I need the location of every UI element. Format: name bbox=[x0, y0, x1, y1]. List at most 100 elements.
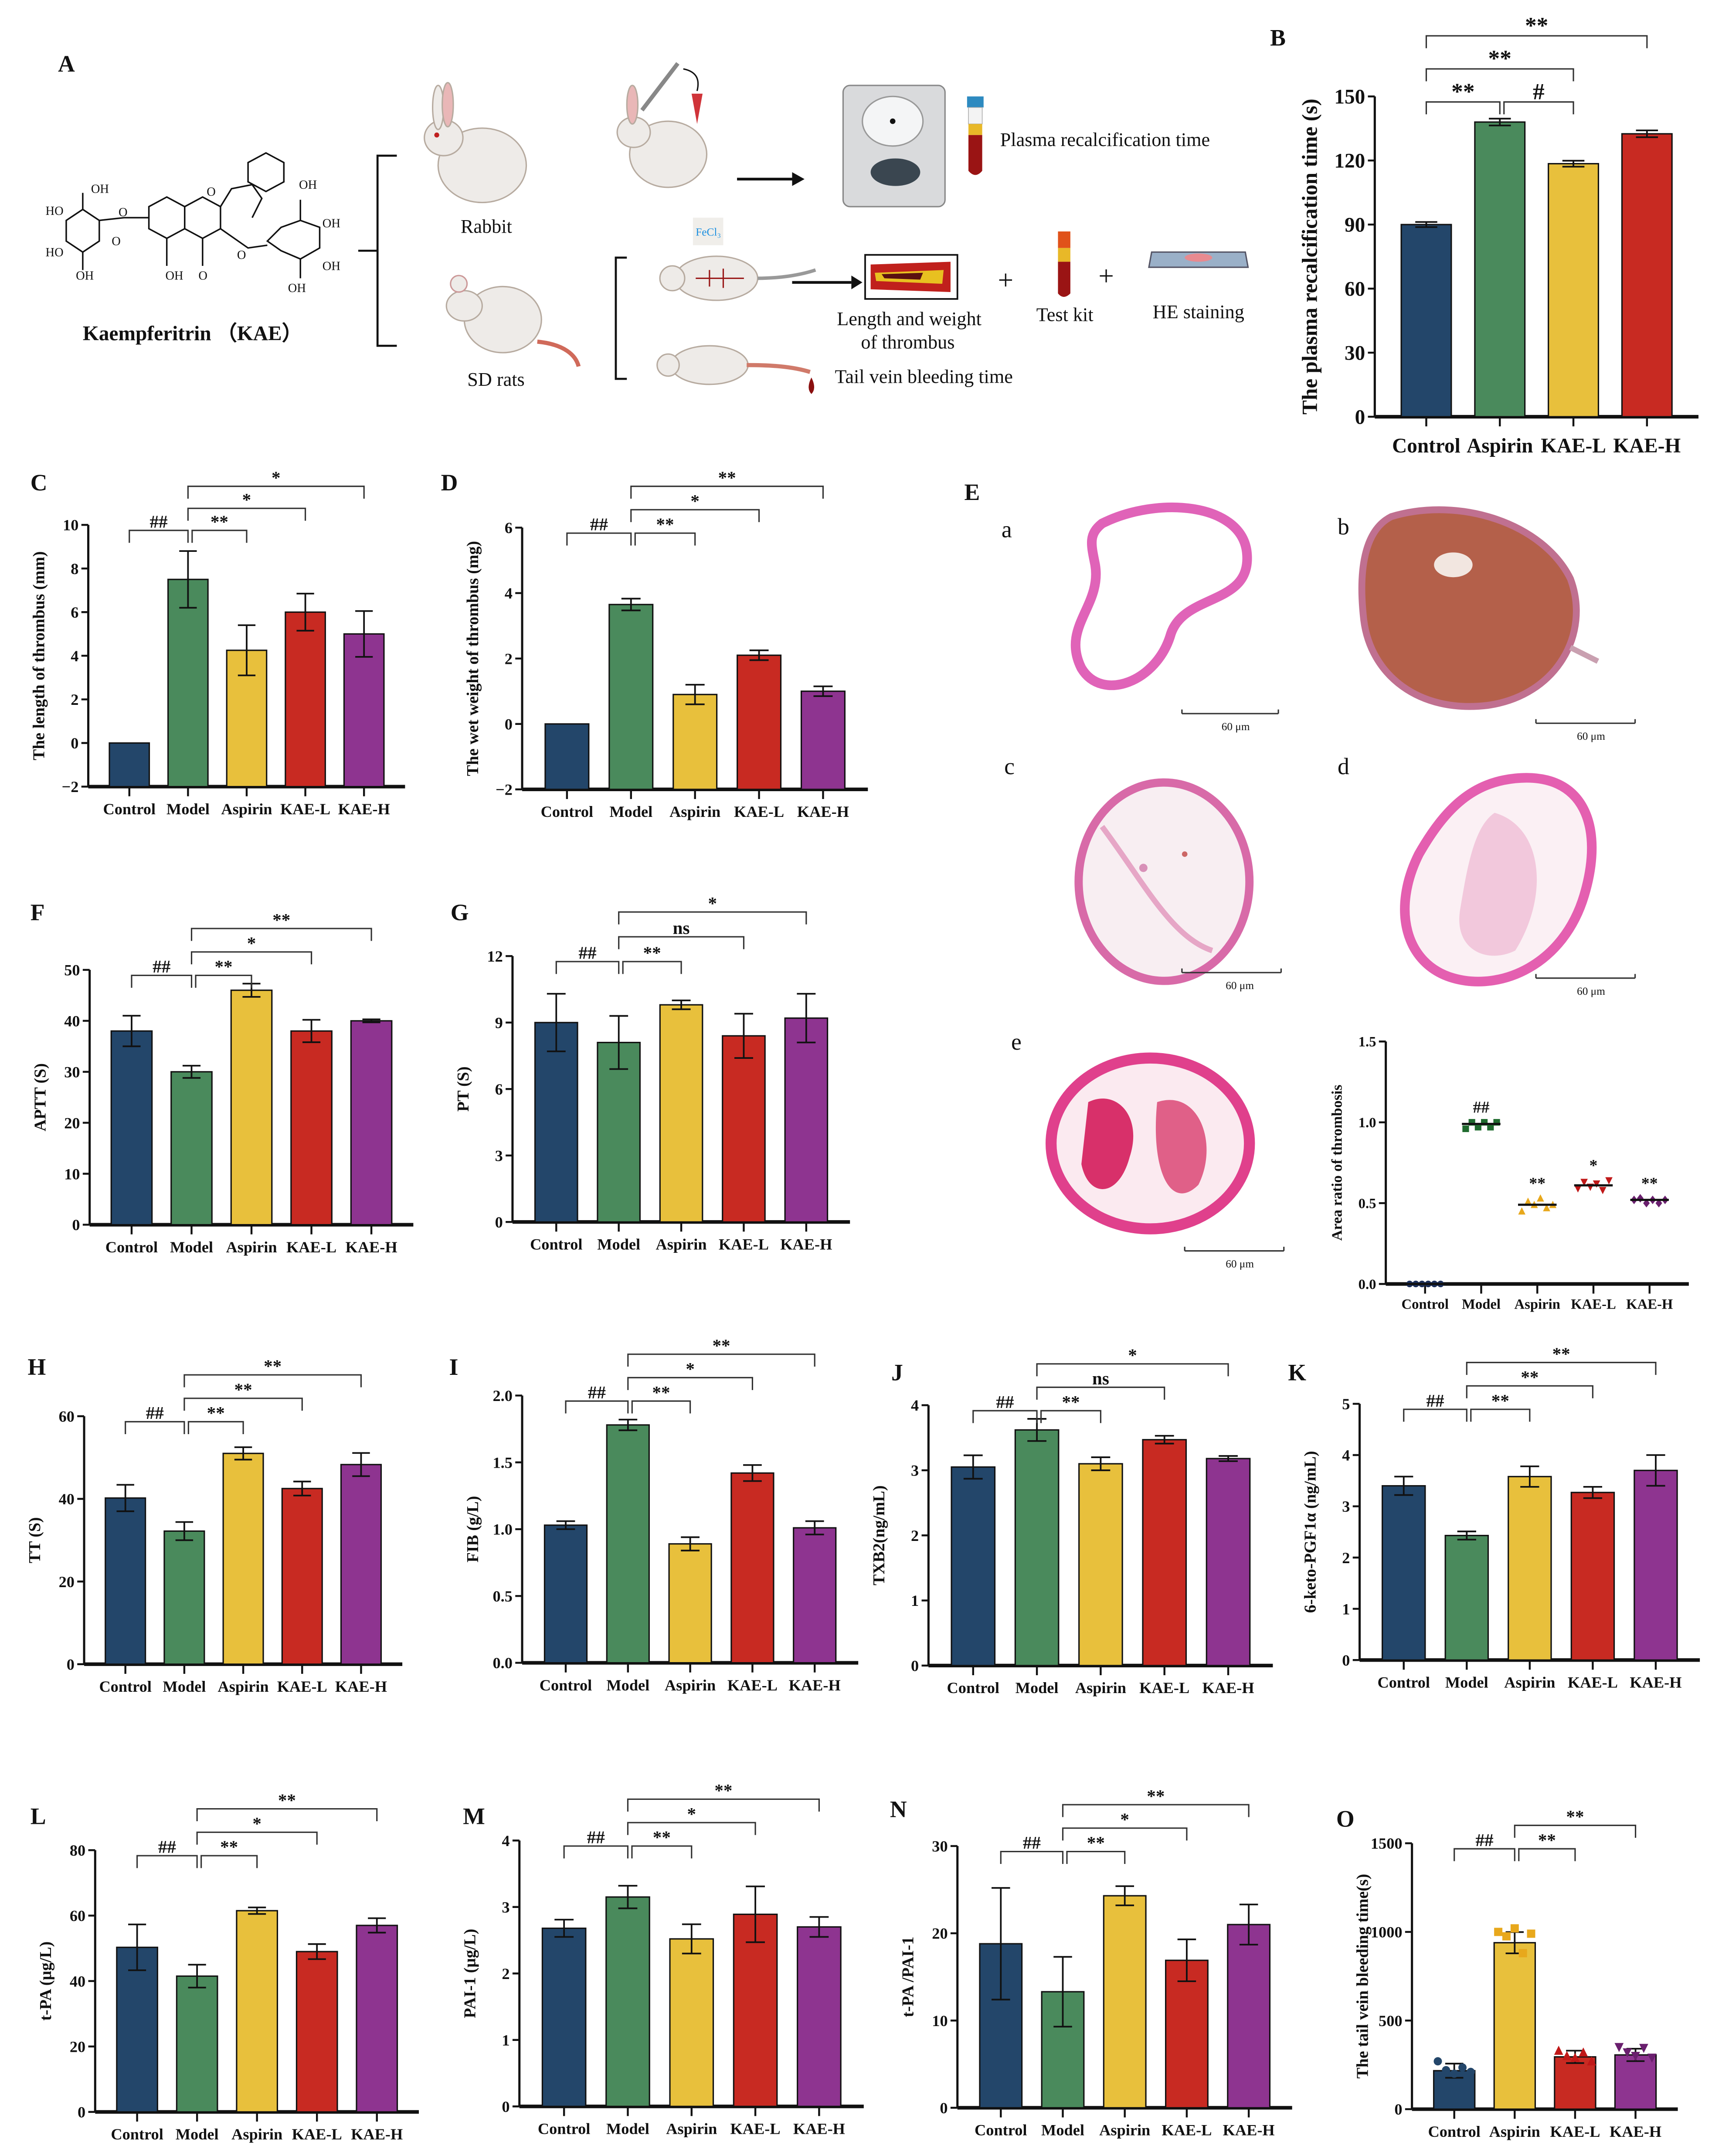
data-point-triangle-down bbox=[1593, 1180, 1600, 1188]
significance-label: ** bbox=[211, 511, 228, 531]
y-tick-label: 20 bbox=[932, 1925, 948, 1942]
significance-bracket bbox=[631, 1845, 693, 1859]
chart-panel-c: −2 0 2 4 6 8 10 The length of thrombus (mm) Cont… bbox=[30, 467, 405, 818]
x-tick-label: Control bbox=[540, 1677, 592, 1694]
x-tick-label: KAE-H bbox=[1626, 1296, 1673, 1312]
y-tick-label: 5 bbox=[1342, 1395, 1350, 1413]
y-axis-title: FIB (g/L) bbox=[464, 1496, 482, 1563]
significance-label: * bbox=[1128, 1345, 1137, 1365]
significance-label: * bbox=[1120, 1809, 1129, 1830]
x-tick-label: Control bbox=[99, 1678, 151, 1695]
error-bar bbox=[1091, 1456, 1111, 1471]
y-tick-label: 2 bbox=[505, 650, 513, 667]
data-point-circle bbox=[1442, 2066, 1450, 2074]
error-bar bbox=[1155, 1435, 1174, 1445]
bar-kae-l bbox=[733, 1913, 778, 2107]
scale-bar bbox=[1181, 709, 1279, 714]
x-tick-label: Model bbox=[597, 1235, 640, 1253]
x-tick-label: KAE-L bbox=[1568, 1673, 1618, 1691]
significance-label: ** bbox=[653, 1827, 671, 1847]
rat-icon bbox=[445, 275, 581, 367]
chart-panel-g: 0 3 6 9 12 PT (S) Control Model Aspirin KAE-L KAE-… bbox=[454, 893, 850, 1253]
significance-bracket bbox=[1403, 1408, 1467, 1422]
bar-kae-h bbox=[1227, 1924, 1271, 2108]
panel-label-l: L bbox=[31, 1803, 46, 1829]
significance-label: ** bbox=[712, 1335, 730, 1355]
panel-label-e: E bbox=[965, 479, 980, 505]
error-bar bbox=[609, 1015, 628, 1070]
x-tick-label: Control bbox=[103, 800, 156, 818]
error-bar bbox=[556, 1520, 575, 1530]
bar-model bbox=[176, 1975, 218, 2113]
histology-image-e bbox=[1045, 1052, 1255, 1234]
bar-kae-l bbox=[730, 1472, 774, 1664]
bar-kae-l bbox=[1554, 2056, 1596, 2110]
error-bar bbox=[547, 993, 566, 1052]
error-bar bbox=[1115, 1885, 1134, 1906]
x-tick-label: Model bbox=[1462, 1296, 1501, 1312]
atom-label: OH bbox=[288, 282, 306, 295]
chart-panel-h: 0 20 40 60 TT (S) Control Model Aspirin KAE-L KAE… bbox=[26, 1356, 403, 1695]
data-point-circle bbox=[1458, 2063, 1467, 2072]
significance-bracket bbox=[131, 974, 193, 988]
data-point-triangle-down bbox=[1605, 1177, 1613, 1185]
rat-bracket bbox=[615, 256, 627, 380]
y-tick-label: 0.5 bbox=[493, 1588, 513, 1605]
significance-bracket bbox=[634, 532, 696, 546]
atom-label: OH bbox=[166, 269, 183, 283]
x-tick-label: Model bbox=[1016, 1679, 1059, 1697]
plus-sign: + bbox=[998, 265, 1014, 296]
significance-label: ** bbox=[214, 956, 232, 976]
data-point-triangle bbox=[1543, 1204, 1550, 1211]
bar-kae-l bbox=[1570, 1492, 1615, 1661]
error-bar bbox=[116, 1484, 134, 1512]
bar-model bbox=[1444, 1534, 1489, 1661]
bar-model bbox=[170, 1071, 213, 1226]
y-tick-label: 0.0 bbox=[1359, 1277, 1376, 1292]
atom-label: O bbox=[112, 235, 121, 248]
y-tick-label: 1.5 bbox=[493, 1454, 513, 1471]
error-bar bbox=[618, 1418, 638, 1432]
x-tick-label: KAE-L bbox=[1541, 435, 1606, 457]
scale-bar-label: 60 μm bbox=[1577, 730, 1605, 742]
significance-bracket bbox=[630, 486, 824, 499]
y-tick-label: 0 bbox=[911, 1657, 919, 1675]
bar-kae-h bbox=[340, 1464, 382, 1665]
data-point-triangle bbox=[1537, 1194, 1544, 1202]
histology-sublabel-e: e bbox=[1011, 1029, 1022, 1055]
bar-aspirin bbox=[672, 694, 718, 790]
x-tick-label: Aspirin bbox=[665, 1677, 716, 1694]
y-tick-label: 60 bbox=[70, 1907, 85, 1925]
x-tick-label: KAE-L bbox=[734, 803, 784, 820]
bar-control bbox=[1400, 224, 1452, 418]
error-bar bbox=[1646, 1454, 1665, 1487]
chart-panel-d: −2 0 2 4 6 The wet weight of thrombus (mg) Con… bbox=[464, 467, 868, 820]
data-point-triangle bbox=[1579, 2047, 1588, 2057]
bar-aspirin bbox=[222, 1452, 264, 1665]
bar-control bbox=[534, 1022, 578, 1223]
significance-bracket bbox=[627, 1798, 820, 1812]
bar-model bbox=[608, 604, 654, 790]
significance-bracket bbox=[1466, 1385, 1594, 1398]
significance-bracket bbox=[555, 961, 620, 974]
y-tick-label: 3 bbox=[1342, 1498, 1350, 1515]
x-tick-label: KAE-H bbox=[351, 2125, 403, 2143]
y-axis-title: PT (S) bbox=[454, 1067, 472, 1112]
error-bar bbox=[128, 1923, 146, 1971]
y-axis-title: TXB2(ng/mL) bbox=[870, 1485, 888, 1585]
x-tick-label: Control bbox=[530, 1235, 582, 1253]
significance-label: ## bbox=[150, 511, 168, 531]
x-tick-label: KAE-H bbox=[346, 1238, 397, 1256]
histology-sublabel-c: c bbox=[1004, 753, 1015, 779]
y-tick-label: 2 bbox=[911, 1527, 919, 1544]
blood-tube-icon bbox=[967, 96, 984, 175]
histology-image-b bbox=[1358, 506, 1600, 710]
y-tick-label: 2 bbox=[1342, 1549, 1350, 1567]
significance-bracket bbox=[563, 1845, 629, 1859]
y-axis-title: Area ratio of thrombosis bbox=[1329, 1085, 1345, 1241]
x-tick-label: Aspirin bbox=[669, 803, 720, 820]
significance-label: * bbox=[252, 1813, 262, 1833]
y-tick-label: 120 bbox=[1334, 150, 1365, 173]
scale-bar bbox=[1535, 974, 1636, 979]
panel-label-a: A bbox=[58, 51, 75, 77]
